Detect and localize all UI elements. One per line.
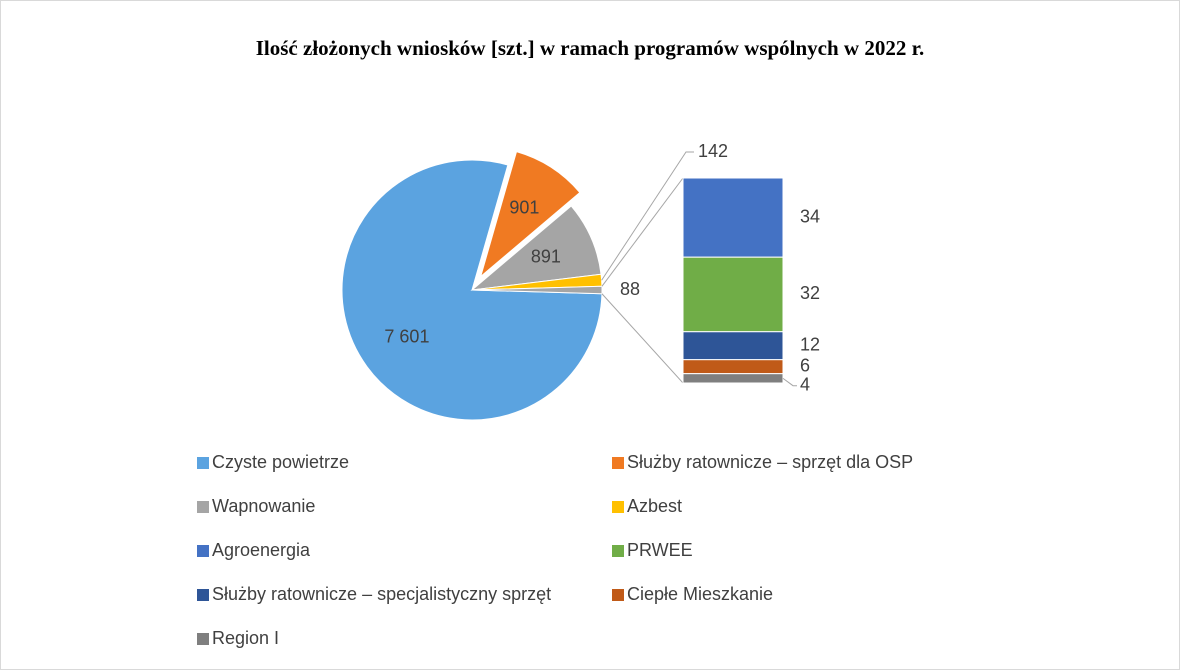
data-label: 32 [800,283,820,303]
data-label: 12 [800,334,820,354]
data-label: 34 [800,206,820,226]
bar-segment [682,359,784,375]
legend-label: Czyste powietrze [212,452,349,472]
chart-title: Ilość złożonych wniosków [szt.] w ramach… [256,36,925,60]
data-label: 6 [800,355,810,375]
legend-label: Służby ratownicze – specjalistyczny sprz… [212,584,551,604]
legend-label: Wapnowanie [212,496,315,516]
legend-swatch [197,589,209,601]
leader-line [601,151,694,281]
bar-segment [682,331,784,361]
legend-label: PRWEE [627,540,693,560]
pie-slice-other [471,285,603,295]
legend-swatch [612,501,624,513]
bar-segment [682,256,784,333]
bar-segment [682,373,784,384]
legend-swatch [612,545,624,557]
pie-slice [479,150,581,279]
legend-label: Agroenergia [212,540,311,560]
legend-swatch [612,457,624,469]
bar-segment [682,177,784,258]
legend-swatch [197,457,209,469]
data-label: 7 601 [384,326,429,346]
data-label: 891 [531,246,561,266]
legend-swatch [197,545,209,557]
legend-swatch [612,589,624,601]
leader-line [782,377,797,387]
data-label: 88 [620,279,640,299]
data-label: 142 [698,141,728,161]
legend-label: Region I [212,628,279,648]
legend-swatch [197,633,209,645]
legend-swatch [197,501,209,513]
connector-line [601,293,684,384]
data-label: 901 [509,198,539,218]
data-label: 4 [800,374,810,394]
legend-label: Ciepłe Mieszkanie [627,584,773,604]
legend-label: Służby ratownicze – sprzęt dla OSP [627,452,913,472]
legend-label: Azbest [627,496,682,516]
connector-line [601,177,684,287]
